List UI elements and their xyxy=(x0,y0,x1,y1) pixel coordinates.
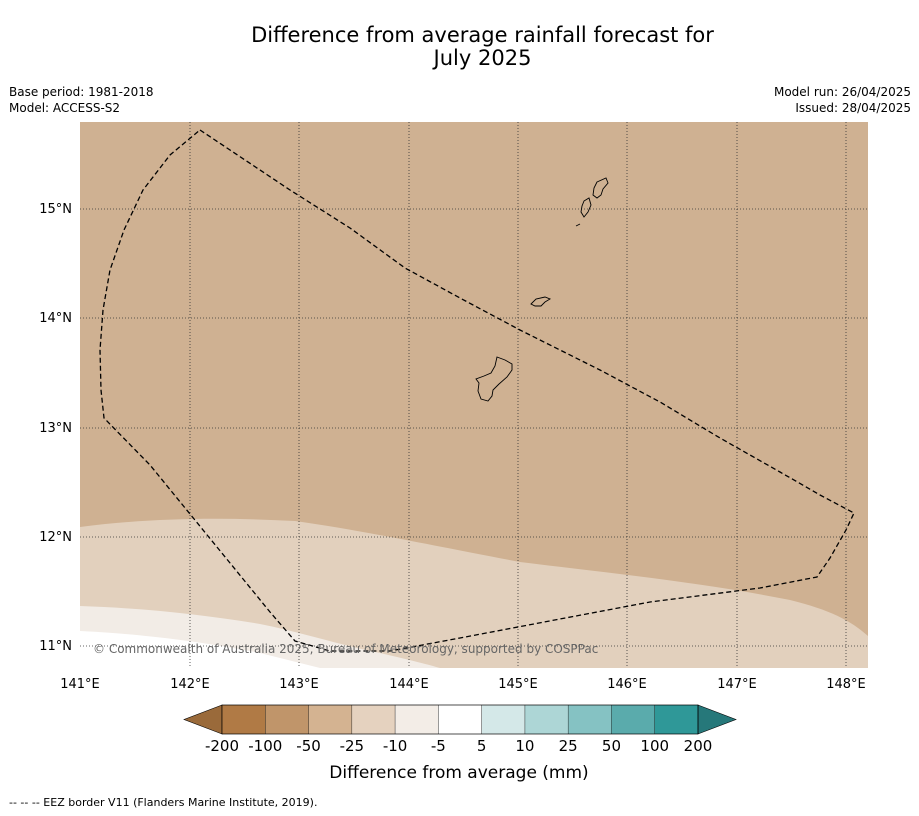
colorbar-segment xyxy=(308,705,352,734)
copyright-text: © Commonwealth of Australia 2025, Bureau… xyxy=(93,642,598,656)
lon-label-148e: 148°E xyxy=(826,677,866,692)
lon-label-145e: 145°E xyxy=(498,677,538,692)
model-text: Model: ACCESS-S2 xyxy=(9,101,121,115)
lon-label-147e: 147°E xyxy=(717,677,757,692)
colorbar-tick-label: -200 xyxy=(205,737,239,755)
colorbar-segment xyxy=(395,705,439,734)
colorbar-extend-high xyxy=(697,704,737,735)
island-aguijan xyxy=(575,223,581,227)
island-rota xyxy=(530,296,552,307)
lat-label-14n: 14°N xyxy=(39,311,72,326)
colorbar-tick-label: -25 xyxy=(340,737,365,755)
island-tinian xyxy=(580,197,592,218)
colorbar-outline xyxy=(221,704,699,735)
graticule xyxy=(80,122,868,668)
colorbar-segment xyxy=(438,705,482,734)
model-run-text: Model run: 26/04/2025 xyxy=(773,85,911,99)
lat-label-13n: 13°N xyxy=(39,421,72,436)
colorbar-segment xyxy=(351,705,396,734)
map-title-line1: Difference from average rainfall forecas… xyxy=(251,23,714,47)
lon-label-146e: 146°E xyxy=(607,677,647,692)
colorbar-extend-low xyxy=(183,704,223,735)
colorbar-segment xyxy=(481,705,525,734)
lat-label-12n: 12°N xyxy=(39,530,72,545)
anomaly-band-neutral xyxy=(80,631,320,668)
base-period-text: Base period: 1981-2018 xyxy=(9,85,154,99)
map-panel: © Commonwealth of Australia 2025, Bureau… xyxy=(80,122,868,668)
eez-legend-note: -- -- -- EEZ border V11 (Flanders Marine… xyxy=(9,796,318,809)
lon-label-141e: 141°E xyxy=(60,677,100,692)
metadata-left: Base period: 1981-2018 Model: ACCESS-S2 xyxy=(9,84,154,116)
colorbar-segment xyxy=(654,705,698,734)
colorbar-tick-label: 25 xyxy=(559,737,578,755)
colorbar-tick-label: -50 xyxy=(296,737,321,755)
eez-border xyxy=(99,129,855,652)
island-guam xyxy=(475,356,513,402)
rainfall-map: © Commonwealth of Australia 2025, Bureau… xyxy=(39,122,868,783)
island-saipan xyxy=(592,177,609,199)
colorbar-tick-label: 50 xyxy=(602,737,621,755)
colorbar-segment xyxy=(568,705,612,734)
lat-label-15n: 15°N xyxy=(39,202,72,217)
metadata-right: Model run: 26/04/2025 Issued: 28/04/2025 xyxy=(774,84,911,116)
colorbar-tick-label: -10 xyxy=(383,737,408,755)
colorbar-tick-label: -5 xyxy=(431,737,446,755)
colorbar-tick-label: 10 xyxy=(515,737,534,755)
coastlines xyxy=(475,177,609,402)
lat-label-11n: 11°N xyxy=(39,639,72,654)
colorbar-tick-label: 200 xyxy=(684,737,713,755)
colorbar-segment xyxy=(524,705,569,734)
colorbar-segment xyxy=(611,705,655,734)
map-title-line2: July 2025 xyxy=(433,46,532,70)
colorbar-tick-label: 5 xyxy=(477,737,487,755)
lon-label-144e: 144°E xyxy=(389,677,429,692)
colorbar-tick-label: 100 xyxy=(640,737,669,755)
colorbar-tick-label: -100 xyxy=(248,737,282,755)
colorbar-segment xyxy=(265,705,309,734)
lon-label-142e: 142°E xyxy=(170,677,210,692)
lon-label-143e: 143°E xyxy=(279,677,319,692)
issued-text: Issued: 28/04/2025 xyxy=(795,101,911,115)
colorbar: -200 -100 -50 -25 -10 -5 5 10 25 50 100 200 xyxy=(183,704,737,755)
colorbar-segment xyxy=(222,705,266,734)
colorbar-title: Difference from average (mm) xyxy=(329,763,588,783)
